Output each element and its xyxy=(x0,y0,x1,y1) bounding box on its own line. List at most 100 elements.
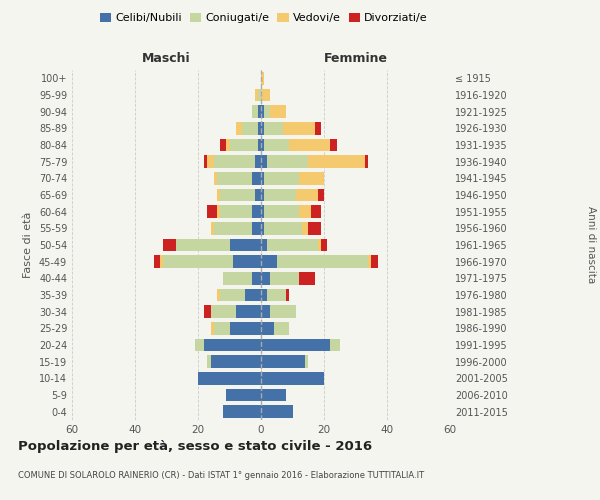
Bar xyxy=(318,188,324,201)
Y-axis label: Fasce di età: Fasce di età xyxy=(23,212,33,278)
Bar xyxy=(211,322,214,334)
Bar xyxy=(261,372,324,384)
Bar xyxy=(217,206,220,218)
Bar xyxy=(271,272,299,284)
Bar xyxy=(264,222,302,234)
Bar xyxy=(211,306,236,318)
Bar xyxy=(261,138,264,151)
Bar xyxy=(204,306,211,318)
Bar xyxy=(258,138,261,151)
Bar xyxy=(261,356,305,368)
Bar xyxy=(308,156,365,168)
Text: COMUNE DI SOLAROLO RAINERIO (CR) - Dati ISTAT 1° gennaio 2016 - Elaborazione TUT: COMUNE DI SOLAROLO RAINERIO (CR) - Dati … xyxy=(18,470,424,480)
Bar xyxy=(154,256,160,268)
Bar xyxy=(318,239,321,251)
Bar xyxy=(261,339,331,351)
Bar xyxy=(261,289,268,301)
Bar xyxy=(261,122,264,134)
Bar xyxy=(261,72,264,85)
Bar xyxy=(254,156,261,168)
Bar xyxy=(268,289,286,301)
Bar xyxy=(271,106,286,118)
Legend: Celibi/Nubili, Coniugati/e, Vedovi/e, Divorziati/e: Celibi/Nubili, Coniugati/e, Vedovi/e, Di… xyxy=(96,8,432,28)
Bar xyxy=(271,306,296,318)
Bar xyxy=(251,222,261,234)
Bar xyxy=(261,106,264,118)
Bar xyxy=(217,289,220,301)
Bar xyxy=(251,206,261,218)
Bar xyxy=(217,172,251,184)
Bar xyxy=(229,322,261,334)
Bar xyxy=(230,138,258,151)
Bar xyxy=(233,256,261,268)
Bar xyxy=(204,156,208,168)
Text: Anni di nascita: Anni di nascita xyxy=(586,206,596,284)
Bar xyxy=(223,272,251,284)
Bar xyxy=(261,172,264,184)
Bar xyxy=(299,172,324,184)
Bar xyxy=(261,306,271,318)
Bar xyxy=(214,322,229,334)
Bar xyxy=(277,256,368,268)
Bar xyxy=(308,222,321,234)
Bar xyxy=(214,172,217,184)
Bar xyxy=(261,188,264,201)
Bar xyxy=(214,222,251,234)
Bar xyxy=(261,322,274,334)
Bar xyxy=(208,156,214,168)
Bar xyxy=(226,138,229,151)
Bar xyxy=(261,222,264,234)
Bar xyxy=(226,389,261,401)
Bar xyxy=(255,89,258,101)
Bar xyxy=(264,188,296,201)
Bar xyxy=(264,172,299,184)
Bar xyxy=(296,188,318,201)
Bar xyxy=(261,156,268,168)
Bar xyxy=(264,106,271,118)
Bar xyxy=(245,289,261,301)
Text: Femmine: Femmine xyxy=(323,52,388,65)
Bar xyxy=(220,289,245,301)
Bar xyxy=(268,239,318,251)
Bar xyxy=(365,156,368,168)
Bar xyxy=(214,156,254,168)
Bar xyxy=(208,356,211,368)
Bar xyxy=(299,206,311,218)
Bar xyxy=(302,222,308,234)
Bar xyxy=(254,188,261,201)
Bar xyxy=(176,239,229,251)
Bar xyxy=(331,138,337,151)
Bar xyxy=(229,239,261,251)
Bar xyxy=(223,406,261,418)
Bar xyxy=(289,138,331,151)
Bar xyxy=(217,188,220,201)
Bar xyxy=(204,339,261,351)
Text: Maschi: Maschi xyxy=(142,52,191,65)
Bar xyxy=(261,256,277,268)
Bar xyxy=(251,172,261,184)
Bar xyxy=(163,256,233,268)
Bar xyxy=(220,206,251,218)
Bar xyxy=(261,272,271,284)
Bar xyxy=(283,122,314,134)
Text: Popolazione per età, sesso e stato civile - 2016: Popolazione per età, sesso e stato civil… xyxy=(18,440,372,453)
Bar xyxy=(261,239,268,251)
Bar xyxy=(305,356,308,368)
Bar xyxy=(261,206,264,218)
Bar xyxy=(220,138,226,151)
Bar xyxy=(208,206,217,218)
Bar xyxy=(198,372,261,384)
Bar xyxy=(261,89,271,101)
Bar xyxy=(195,339,204,351)
Bar xyxy=(368,256,371,268)
Bar xyxy=(321,239,327,251)
Bar xyxy=(314,122,321,134)
Bar xyxy=(371,256,377,268)
Bar xyxy=(236,122,242,134)
Bar xyxy=(211,356,261,368)
Bar xyxy=(274,322,289,334)
Bar xyxy=(264,138,289,151)
Bar xyxy=(268,156,308,168)
Bar xyxy=(211,222,214,234)
Bar xyxy=(331,339,340,351)
